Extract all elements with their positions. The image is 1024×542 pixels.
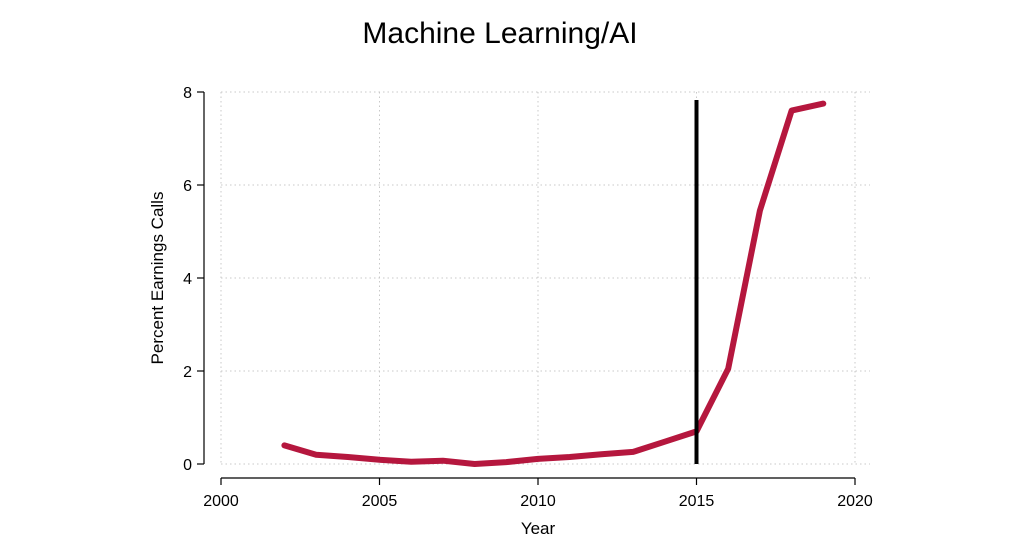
x-tick-label: 2010 [520,493,556,510]
y-tick-label: 4 [183,271,192,288]
x-tick-label: 2020 [837,493,873,510]
x-tick-label: 2015 [679,493,715,510]
x-tick-label: 2005 [362,493,398,510]
y-tick-label: 8 [183,85,192,102]
grid [220,91,870,465]
y-tick-label: 0 [183,457,192,474]
y-tick-label: 6 [183,178,192,195]
axes [203,92,855,479]
y-tick-label: 2 [183,364,192,381]
x-tick-label: 2000 [203,493,239,510]
x-axis-label: Year [521,519,556,538]
ticks: 2000 2005 2010 2015 2020 0 2 4 6 8 [183,85,873,510]
chart-title: Machine Learning/AI [362,17,637,50]
series-group [281,100,827,467]
y-axis-label: Percent Earnings Calls [148,192,167,365]
series-line [281,100,827,467]
